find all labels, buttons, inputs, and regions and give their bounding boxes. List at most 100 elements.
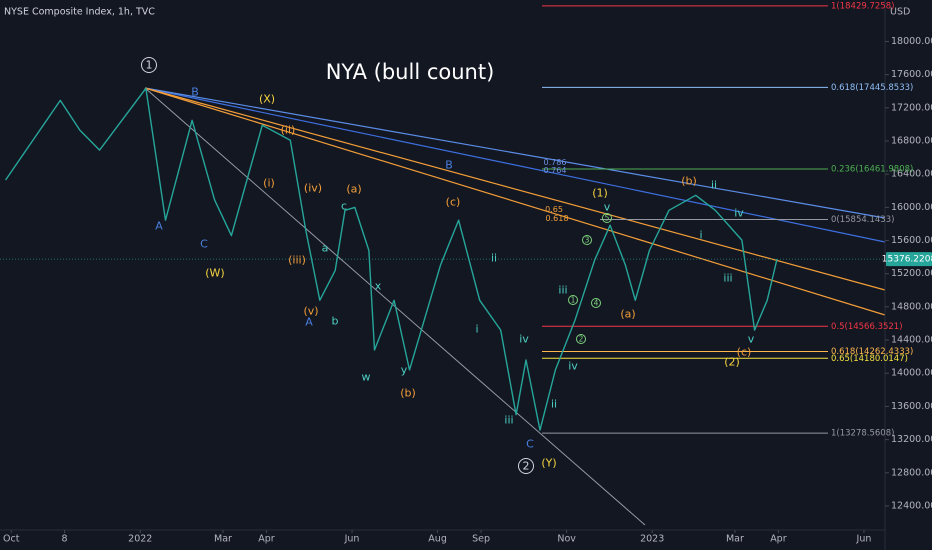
wave-label: C [200, 238, 208, 251]
wave-label: 0.618 [546, 214, 569, 223]
wave-label: y [401, 364, 408, 377]
wave-label: w [362, 371, 371, 384]
wave-label: (X) [259, 93, 275, 106]
wave-label: (iii) [288, 254, 306, 267]
fib-level-label: 1(13278.5608) [831, 429, 894, 439]
y-tick-label: 14800.0000 [891, 301, 932, 312]
wave-label: 1 [571, 296, 576, 305]
wave-label: v [748, 333, 755, 346]
x-tick-label: 2022 [128, 534, 152, 545]
wave-circle [518, 458, 534, 474]
wave-label: i [475, 323, 478, 336]
fib-level-label: 0.618(14262.4333) [831, 347, 913, 357]
wave-label: b [332, 315, 339, 328]
wave-label: iv [519, 333, 529, 346]
wave-label: a [322, 242, 329, 255]
wave-label: 2 [523, 460, 530, 473]
fib-level-label: 0.65(14180.0147) [831, 354, 908, 364]
y-tick-label: 15200.0000 [891, 268, 932, 279]
y-unit: USD [890, 7, 910, 18]
wave-label: iii [558, 284, 567, 297]
fib-level-label: 0(15854.1433) [831, 215, 894, 225]
y-tick-label: 14000.0000 [891, 368, 932, 379]
wave-label: 0.65 [545, 205, 563, 214]
wave-label: (a) [346, 183, 361, 196]
x-tick-label: Aug [428, 534, 447, 545]
wave-label: (Y) [541, 457, 556, 470]
wave-label: (c) [446, 196, 461, 209]
wave-label: 4 [594, 299, 599, 308]
y-tick-label: 16400.0000 [891, 169, 932, 180]
x-tick-label: Jun [344, 534, 360, 545]
trend-line [144, 87, 886, 316]
trend-line [144, 87, 886, 219]
wave-circle [582, 235, 592, 245]
wave-label: B [191, 86, 199, 99]
price-line [5, 87, 778, 431]
wave-label: iv [734, 207, 744, 220]
wave-label: 0.786 [544, 158, 567, 167]
wave-label: (c) [737, 346, 752, 359]
wave-label: (b) [681, 175, 697, 188]
y-tick-label: 12800.0000 [891, 467, 932, 478]
y-tick-label: 13200.0000 [891, 434, 932, 445]
fib-level-label: 1(18429.7258) [831, 1, 894, 11]
fib-level-label: 0.5(14566.3521) [831, 322, 903, 332]
wave-circle [591, 298, 601, 308]
wave-label: c [341, 200, 347, 213]
wave-label: iii [723, 272, 732, 285]
last-price-box [886, 252, 932, 267]
x-tick-label: Apr [258, 534, 275, 545]
wave-label: ii [491, 252, 497, 265]
wave-label: ii [551, 398, 557, 411]
wave-label: A [155, 220, 163, 233]
y-tick-label: 17600.0000 [891, 69, 932, 80]
wave-circle [602, 213, 612, 223]
x-tick-label: Sep [472, 534, 490, 545]
x-tick-label: Jun [856, 534, 872, 545]
wave-label: (W) [205, 267, 224, 280]
wave-label: (iv) [304, 182, 322, 195]
wave-circle [576, 334, 586, 344]
wave-label: (v) [303, 305, 318, 318]
wave-label: i [699, 229, 702, 242]
wave-label: 3 [585, 236, 590, 245]
y-tick-label: 15600.0000 [891, 235, 932, 246]
wave-label: iii [504, 414, 513, 427]
x-tick-label: Mar [214, 534, 232, 545]
wave-circle [568, 295, 578, 305]
wave-label: 5 [605, 214, 610, 223]
trend-line [144, 87, 886, 243]
wave-label: (ii) [281, 124, 296, 137]
y-tick-label: 16000.0000 [891, 202, 932, 213]
wave-label: B [445, 159, 453, 172]
wave-label: C [526, 438, 534, 451]
wave-label: 2 [579, 335, 584, 344]
wave-label: v [604, 201, 611, 214]
wave-label: ii [711, 179, 717, 192]
wave-label: (i) [263, 177, 275, 190]
wave-label: A [305, 316, 313, 329]
wave-circle [141, 57, 157, 73]
last-price-label: 15376.2208 [882, 255, 932, 265]
trend-line [144, 87, 886, 291]
wave-label: iv [568, 360, 578, 373]
wave-label: (b) [400, 387, 416, 400]
x-tick-label: 8 [61, 534, 67, 545]
wave-label: 0.764 [544, 166, 567, 175]
y-tick-label: 12400.0000 [891, 500, 932, 511]
wave-label: 1 [146, 59, 153, 72]
y-tick-label: 18000.0000 [891, 36, 932, 47]
chart-subtitle: NYA (bull count) [326, 60, 495, 84]
wave-label: (a) [620, 308, 635, 321]
fib-level-label: 0.618(17445.8533) [831, 83, 913, 93]
wave-label: (1) [592, 187, 608, 200]
y-tick-label: 14400.0000 [891, 335, 932, 346]
x-tick-label: Nov [557, 534, 576, 545]
y-tick-label: 13600.0000 [891, 401, 932, 412]
x-tick-label: Apr [770, 534, 787, 545]
wave-label: (2) [724, 356, 740, 369]
x-tick-label: Oct [3, 534, 20, 545]
y-tick-label: 16800.0000 [891, 136, 932, 147]
